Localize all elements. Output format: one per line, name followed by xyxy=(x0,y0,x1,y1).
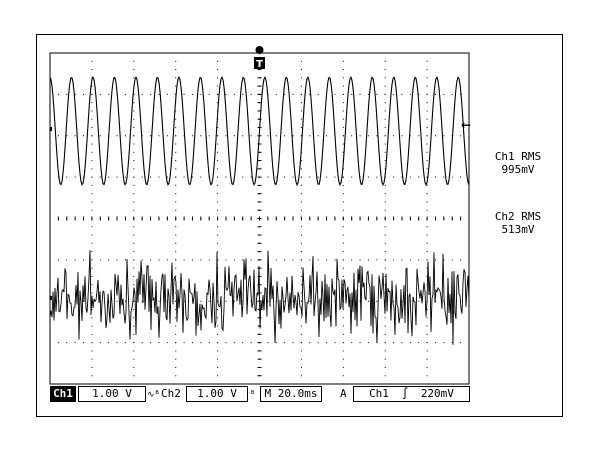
trigger-level: 220mV xyxy=(420,387,454,400)
status-bar: Ch1 1.00 V ∿ᴮ Ch2 1.00 V ᴮ M 20.0ms A Ch… xyxy=(50,386,470,402)
ch1-scale-box[interactable]: 1.00 V xyxy=(78,386,146,402)
bandwidth-limit-icon: ᴮ xyxy=(250,390,256,400)
ch2-scale: 1.00 V xyxy=(197,387,237,400)
ch2-scale-box[interactable]: 1.00 V xyxy=(186,386,248,402)
ac-coupling-icon: ∿ᴮ xyxy=(147,390,160,400)
ch2-label[interactable]: Ch2 xyxy=(161,387,181,400)
timebase-box[interactable]: M 20.0ms xyxy=(260,386,322,402)
trigger-mode: A xyxy=(340,387,347,400)
trigger-marker-label: T xyxy=(256,59,263,70)
ch2-rms-value: 513mV xyxy=(501,223,535,236)
ch1-rms-label: Ch1 RMS xyxy=(494,150,542,163)
ch1-ground-tick xyxy=(50,127,52,131)
ch2-ground-tick xyxy=(50,296,52,300)
trigger-source: Ch1 xyxy=(369,387,389,400)
ch2-noise-trace xyxy=(49,250,470,345)
ch2-rms-label: Ch2 RMS xyxy=(494,210,542,223)
ch1-rms-readout: Ch1 RMS 995mV xyxy=(478,150,558,176)
ch1-sine-trace xyxy=(49,75,470,187)
timebase: M 20.0ms xyxy=(264,387,318,400)
trigger-position-marker: T xyxy=(254,46,265,70)
graticule-grid xyxy=(49,52,470,385)
trigger-level-arrow-icon: ← xyxy=(461,118,471,132)
trigger-slope-icon: ∫ xyxy=(401,387,409,400)
scope-frame xyxy=(36,34,563,417)
ch1-rms-value: 995mV xyxy=(501,163,535,176)
ch1-scale: 1.00 V xyxy=(92,387,132,400)
ch1-tag[interactable]: Ch1 xyxy=(50,386,76,402)
trigger-box[interactable]: Ch1 ∫ 220mV xyxy=(353,386,470,402)
ch2-rms-readout: Ch2 RMS 513mV xyxy=(478,210,558,236)
